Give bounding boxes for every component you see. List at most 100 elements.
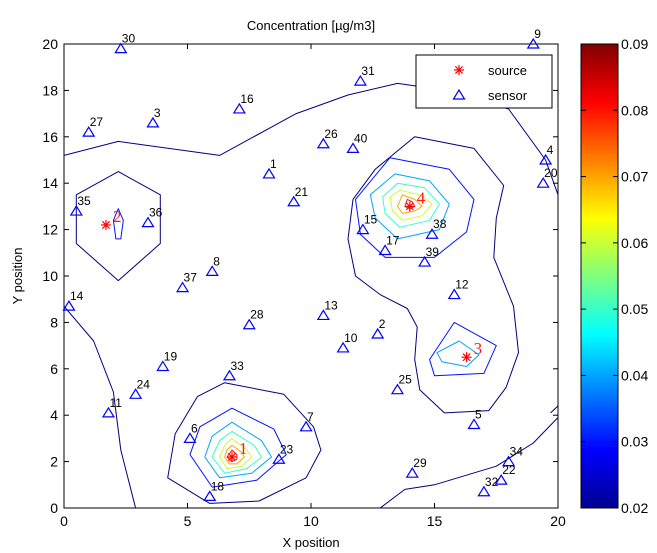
sensor-4: 4 [539, 143, 554, 165]
sensor-triangle-icon [183, 432, 197, 443]
colorbar-tick-label: 0.06 [621, 235, 648, 251]
colorbar-tick-label: 0.04 [621, 367, 648, 383]
contour-line-0.07 [224, 444, 245, 465]
sensor-triangle-icon [114, 42, 128, 54]
sensor-triangle-icon [287, 195, 301, 207]
sensor-triangle-icon [82, 126, 96, 137]
sensor-22: 22 [494, 463, 516, 485]
sensor-12: 12 [447, 278, 469, 300]
sensor-triangle-icon [222, 369, 237, 381]
sensor-triangle-icon [539, 153, 553, 165]
colorbar: 0.02 0.03 0.04 0.05 0.06 0.07 0.08 0.09 [580, 36, 648, 516]
contour-line-0.02 [347, 136, 519, 414]
sensor-label: 15 [364, 213, 378, 227]
sensor-triangle-icon [477, 485, 491, 497]
sensor-24: 24 [129, 377, 150, 399]
sensor-label: 21 [295, 185, 309, 199]
sensor-triangle-icon [316, 309, 330, 321]
y-tick-label: 12 [42, 222, 58, 238]
sensor-20: 20 [536, 166, 558, 188]
sensor-triangle-icon [203, 490, 217, 501]
sensor-11: 11 [101, 396, 122, 418]
sensor-2: 2 [371, 317, 386, 339]
y-axis-label: Y position [10, 248, 25, 305]
y-tick-label: 18 [42, 82, 58, 98]
colorbar-tick-label: 0.02 [621, 500, 648, 516]
sensor-label: 19 [164, 349, 178, 363]
sensor-triangle-icon [378, 244, 392, 256]
contour-line-0.06 [389, 189, 433, 221]
contour-line-0.04 [369, 173, 450, 240]
sensor-label: 10 [344, 331, 358, 345]
sensor-label: 27 [90, 115, 104, 129]
sensor-label: 29 [413, 456, 427, 470]
sensor-triangle-icon [175, 281, 190, 293]
sensor-3: 3 [146, 106, 161, 128]
source-label: 2 [113, 207, 122, 226]
contour-line-0.08 [226, 449, 238, 463]
colorbar-tick-label: 0.03 [621, 434, 648, 450]
y-tick-label: 8 [50, 314, 58, 330]
contour-lines [64, 82, 558, 508]
sensor-9: 9 [526, 27, 541, 49]
sensor-triangle-icon [353, 74, 367, 86]
sensor-triangle-icon [262, 167, 276, 179]
sensor-label: 32 [485, 475, 499, 489]
source-star-icon [461, 352, 472, 363]
sensor-35: 35 [69, 194, 91, 216]
colorbar-tick-label: 0.07 [621, 169, 648, 185]
sensor-18: 18 [203, 479, 224, 501]
sensor-label: 12 [455, 278, 469, 292]
sensor-5: 5 [467, 407, 482, 430]
x-tick-label: 10 [303, 513, 319, 529]
sensor-label: 2 [379, 317, 386, 331]
sensor-triangle-icon [336, 341, 350, 353]
sensor-triangle-icon [146, 116, 160, 128]
sensor-label: 22 [502, 463, 516, 477]
sensor-label: 23 [280, 442, 294, 456]
sensor-40: 40 [346, 131, 368, 153]
sensor-label: 33 [230, 359, 244, 373]
contour-line-0.05 [211, 430, 263, 474]
sensor-16: 16 [232, 92, 254, 114]
source-label: 3 [474, 339, 483, 358]
sensor-label: 35 [77, 194, 91, 208]
sensor-label: 11 [109, 396, 122, 410]
sensor-triangle-icon [156, 360, 170, 372]
source-label: 1 [239, 439, 248, 458]
contour-line-0.05 [382, 182, 440, 228]
sensor-triangle-icon [299, 420, 313, 432]
sensor-triangle-icon [272, 453, 286, 464]
sensor-label: 40 [354, 131, 368, 145]
sensor-38: 38 [425, 217, 447, 239]
sensor-19: 19 [156, 349, 178, 372]
sensor-label: 16 [240, 92, 254, 106]
sensor-8: 8 [205, 254, 220, 276]
colorbar-tick-label: 0.08 [621, 102, 648, 118]
sensor-triangle-icon [494, 474, 508, 485]
sensor-triangle-icon [101, 406, 116, 418]
source-star-icon [100, 219, 111, 230]
y-tick-label: 2 [50, 454, 58, 470]
sensor-37: 37 [175, 271, 198, 293]
legend-source-label: source [488, 63, 527, 78]
sensor-label: 25 [398, 373, 412, 387]
sensor-label: 36 [149, 206, 163, 220]
sensor-triangle-icon [129, 388, 143, 399]
source-star-icon [404, 201, 415, 212]
contour-line-0.02 [550, 405, 558, 414]
x-tick-label: 20 [550, 513, 566, 529]
sensor-triangle-icon [502, 455, 516, 467]
sensor-label: 37 [184, 271, 198, 285]
sensor-triangle-icon [447, 288, 461, 300]
sensor-29: 29 [405, 456, 427, 478]
source-4: 4 [404, 188, 426, 212]
sensor-27: 27 [82, 115, 104, 137]
contour-line-0.08 [404, 198, 416, 210]
sensor-triangle-icon [232, 102, 246, 114]
sensor-label: 4 [547, 143, 554, 157]
sensor-36: 36 [141, 206, 163, 228]
